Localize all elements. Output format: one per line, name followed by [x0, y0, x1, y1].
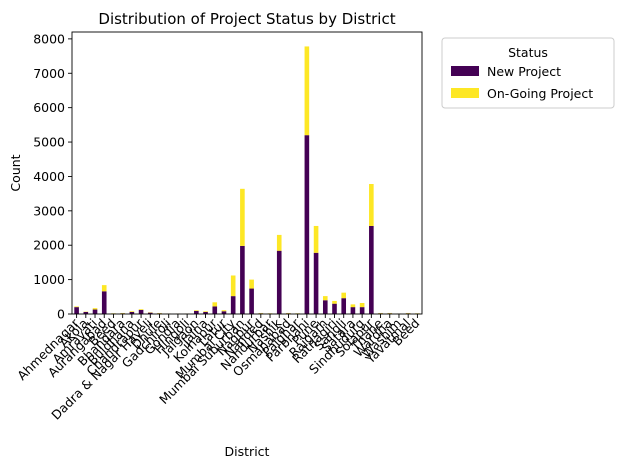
- bar-segment-on-going-project-3: [101, 285, 107, 292]
- legend-title: Status: [508, 45, 548, 60]
- bar-segment-new-project-31: [359, 307, 365, 314]
- bar-segment-new-project-18: [240, 245, 245, 314]
- y-tick-label: 4000: [33, 169, 65, 184]
- bar-segment-new-project-16: [221, 311, 227, 314]
- bar-segment-on-going-project-6: [129, 311, 135, 312]
- bar-segment-new-project-6: [129, 311, 135, 314]
- bar-segment-on-going-project-25: [304, 46, 310, 136]
- bar-segment-on-going-project-32: [369, 184, 374, 226]
- bar-segment-on-going-project-31: [359, 302, 365, 308]
- bar-segment-on-going-project-7: [138, 309, 144, 310]
- bar-segment-new-project-15: [212, 306, 218, 314]
- legend-label-on-going-project: On-Going Project: [487, 86, 593, 101]
- bar-segment-on-going-project-13: [194, 310, 199, 311]
- x-axis: AhmednagarAkolaAmravatiAurangabadBeedBha…: [14, 314, 423, 423]
- x-axis-title: District: [225, 444, 270, 459]
- legend-frame: [441, 37, 615, 109]
- legend-label-new-project: New Project: [487, 64, 561, 79]
- plot-frame: [71, 31, 423, 315]
- chart-title: Distribution of Project Status by Distri…: [98, 10, 395, 28]
- legend-swatch-on-going-project: [451, 88, 479, 98]
- bar-segment-on-going-project-26: [313, 225, 319, 253]
- bar-segment-new-project-2: [92, 309, 98, 314]
- bar-segment-on-going-project-27: [322, 296, 328, 301]
- bar-segment-new-project-26: [313, 252, 319, 314]
- plot-area: [74, 46, 420, 314]
- y-tick-label: 3000: [33, 203, 65, 218]
- bar-segment-on-going-project-19: [249, 279, 254, 289]
- y-tick-label: 0: [57, 307, 65, 322]
- bar-segment-new-project-1: [83, 311, 89, 314]
- bar-segment-on-going-project-18: [240, 188, 245, 246]
- bar-segment-new-project-29: [341, 298, 347, 314]
- y-tick-label: 6000: [33, 100, 65, 115]
- bar-segment-on-going-project-30: [350, 304, 356, 308]
- bar-segment-new-project-8: [147, 312, 153, 314]
- bar-segment-on-going-project-17: [230, 275, 236, 297]
- bar-segment-new-project-13: [194, 310, 199, 314]
- y-tick-label: 8000: [33, 31, 65, 46]
- bar-segment-new-project-3: [101, 291, 107, 314]
- bar-segment-new-project-19: [249, 288, 254, 314]
- bar-segment-new-project-14: [203, 311, 208, 314]
- legend: Status New Project On-Going Project: [441, 37, 615, 109]
- bar-segment-new-project-17: [230, 296, 236, 314]
- bar-segment-on-going-project-15: [212, 302, 218, 307]
- y-tick-label: 5000: [33, 135, 65, 150]
- y-tick-label: 1000: [33, 272, 65, 287]
- bar-segment-new-project-22: [276, 250, 282, 314]
- bar-segment-new-project-28: [332, 303, 337, 314]
- y-tick-label: 7000: [33, 66, 65, 81]
- bar-segment-on-going-project-16: [221, 310, 227, 312]
- legend-swatch-new-project: [451, 66, 479, 76]
- bar-segment-on-going-project-0: [74, 306, 79, 308]
- bar-segment-new-project-0: [74, 307, 79, 314]
- bar-segment-new-project-27: [322, 300, 328, 314]
- y-tick-label: 2000: [33, 238, 65, 253]
- bar-segment-on-going-project-28: [332, 300, 337, 304]
- bar-segment-on-going-project-14: [203, 311, 208, 312]
- bar-segment-new-project-25: [304, 135, 310, 314]
- bar-segment-new-project-32: [369, 225, 374, 314]
- bar-segment-on-going-project-22: [276, 234, 282, 251]
- bar-segment-on-going-project-29: [341, 292, 347, 299]
- y-axis: 0 1000 2000 3000 4000 5000 6000 7000 8000: [33, 31, 72, 322]
- y-axis-title: Count: [8, 154, 23, 191]
- bar-segment-new-project-7: [138, 309, 144, 314]
- bar-segment-on-going-project-2: [92, 308, 98, 310]
- bar-segment-new-project-30: [350, 307, 356, 314]
